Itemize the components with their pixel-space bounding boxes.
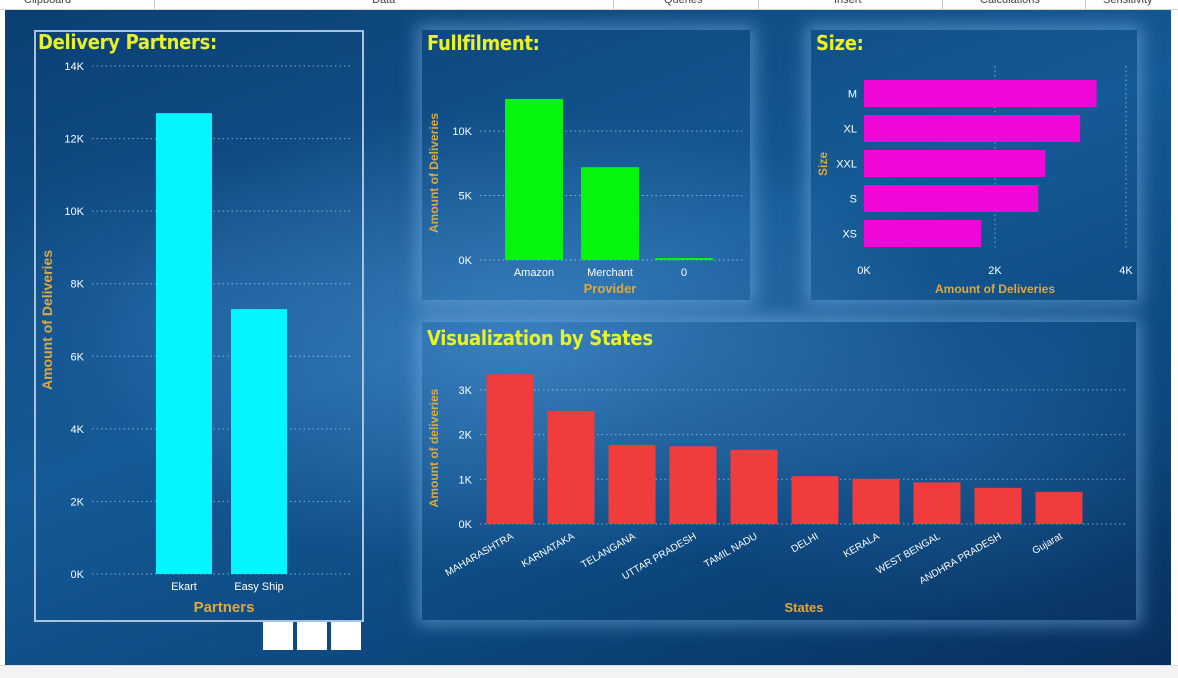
ribbon-group-sensitivity[interactable]: Sensitivity	[1103, 0, 1153, 6]
bar-states	[1036, 492, 1083, 524]
y-tick-label-states: 2K	[459, 430, 473, 442]
y-tick-label-fulfilment: 5K	[459, 191, 473, 203]
y-tick-label-delivery: 0K	[71, 569, 85, 581]
x-axis-title-fulfilment: Provider	[584, 281, 637, 296]
page-nav-button-2[interactable]	[297, 622, 327, 650]
x-category-label-states: TAMIL NADU	[703, 531, 760, 570]
bar-states	[548, 411, 595, 524]
x-category-label-fulfilment: 0	[681, 267, 687, 279]
y-tick-label-delivery: 2K	[71, 496, 85, 508]
y-tick-label-delivery: 14K	[64, 61, 84, 73]
bar-states	[670, 446, 717, 524]
x-category-label-states: KARNATAKA	[520, 531, 577, 570]
x-category-label-states: DELHI	[789, 531, 820, 555]
y-axis-title-delivery: Amount of Deliveries	[39, 250, 55, 390]
bar-states	[792, 476, 839, 524]
ribbon-group-insert[interactable]: Insert	[834, 0, 862, 6]
bar-size	[864, 185, 1038, 212]
bar-states	[853, 479, 900, 524]
y-category-label-size: XXL	[836, 159, 857, 171]
bar-size	[864, 80, 1097, 107]
y-axis-title-size: Size	[816, 152, 830, 176]
y-tick-label-delivery: 12K	[64, 134, 84, 146]
y-tick-label-states: 1K	[459, 474, 473, 486]
bar-states	[487, 374, 534, 524]
x-category-label-states: KERALA	[842, 531, 882, 560]
states-title: Visualization by States	[427, 326, 653, 350]
x-tick-label-size: 2K	[988, 265, 1002, 277]
status-strip	[0, 665, 1178, 678]
bar-delivery	[156, 113, 212, 574]
bar-fulfilment	[581, 167, 639, 260]
x-tick-label-size: 0K	[857, 265, 871, 277]
bar-delivery	[231, 309, 287, 574]
x-category-label-delivery: Ekart	[171, 581, 197, 593]
y-tick-label-delivery: 10K	[64, 206, 84, 218]
delivery-partners-chart[interactable]: 0K 2K 4K 6K 8K 10K 12K 14K Ekart Easy Ship Partner…	[34, 52, 362, 618]
y-tick-label-delivery: 4K	[71, 424, 85, 436]
bar-states	[609, 445, 656, 524]
y-tick-label-fulfilment: 10K	[452, 126, 472, 138]
bar-states	[731, 450, 778, 524]
y-axis-title-states: Amount of deliveries	[427, 388, 441, 507]
x-category-label-fulfilment: Merchant	[587, 267, 633, 279]
x-axis-title-delivery: Partners	[194, 599, 255, 616]
bar-size	[864, 150, 1045, 177]
canvas-right-edge	[1171, 10, 1178, 665]
page-nav-button-1[interactable]	[263, 622, 293, 650]
y-tick-label-states: 0K	[459, 519, 473, 531]
x-tick-label-size: 4K	[1119, 265, 1133, 277]
ribbon-bar: Clipboard Data Queries Insert Calculatio…	[0, 0, 1178, 10]
bar-states	[975, 488, 1022, 524]
bar-fulfilment	[505, 99, 563, 260]
x-axis-title-size: Amount of Deliveries	[935, 282, 1055, 296]
bar-size	[864, 115, 1080, 142]
y-category-label-size: M	[848, 89, 857, 101]
x-category-label-delivery: Easy Ship	[234, 581, 284, 593]
delivery-partners-title: Delivery Partners:	[38, 30, 217, 54]
x-category-label-states: Gujarat	[1031, 531, 1065, 557]
ribbon-group-calculations[interactable]: Calculations	[980, 0, 1040, 6]
y-tick-label-delivery: 8K	[71, 279, 85, 291]
y-category-label-size: S	[850, 194, 857, 206]
fulfilment-chart[interactable]: 0K 5K 10K Amazon Merchant 0 Provider Amount of …	[422, 52, 750, 300]
y-category-label-size: XS	[842, 229, 857, 241]
ribbon-group-data[interactable]: Data	[372, 0, 395, 6]
ribbon-group-queries[interactable]: Queries	[664, 0, 703, 6]
y-tick-label-fulfilment: 0K	[459, 255, 473, 267]
ribbon-group-clipboard[interactable]: Clipboard	[24, 0, 71, 6]
y-category-label-size: XL	[844, 124, 857, 136]
y-axis-title-fulfilment: Amount of Deliveries	[427, 113, 441, 233]
bar-states	[914, 482, 961, 524]
bar-fulfilment	[655, 258, 713, 260]
y-tick-label-states: 3K	[459, 385, 473, 397]
size-chart[interactable]: 0K 2K 4K M XL XXL S XS Amount of Deliveries Size	[811, 52, 1137, 300]
y-tick-label-delivery: 6K	[71, 351, 85, 363]
x-category-label-fulfilment: Amazon	[514, 267, 554, 279]
page-nav-button-3[interactable]	[331, 622, 361, 650]
bar-size	[864, 220, 981, 247]
x-category-label-states: TELANGANA	[580, 531, 638, 571]
x-axis-title-states: States	[784, 600, 823, 615]
x-category-label-states: MAHARASHTRA	[444, 531, 516, 579]
